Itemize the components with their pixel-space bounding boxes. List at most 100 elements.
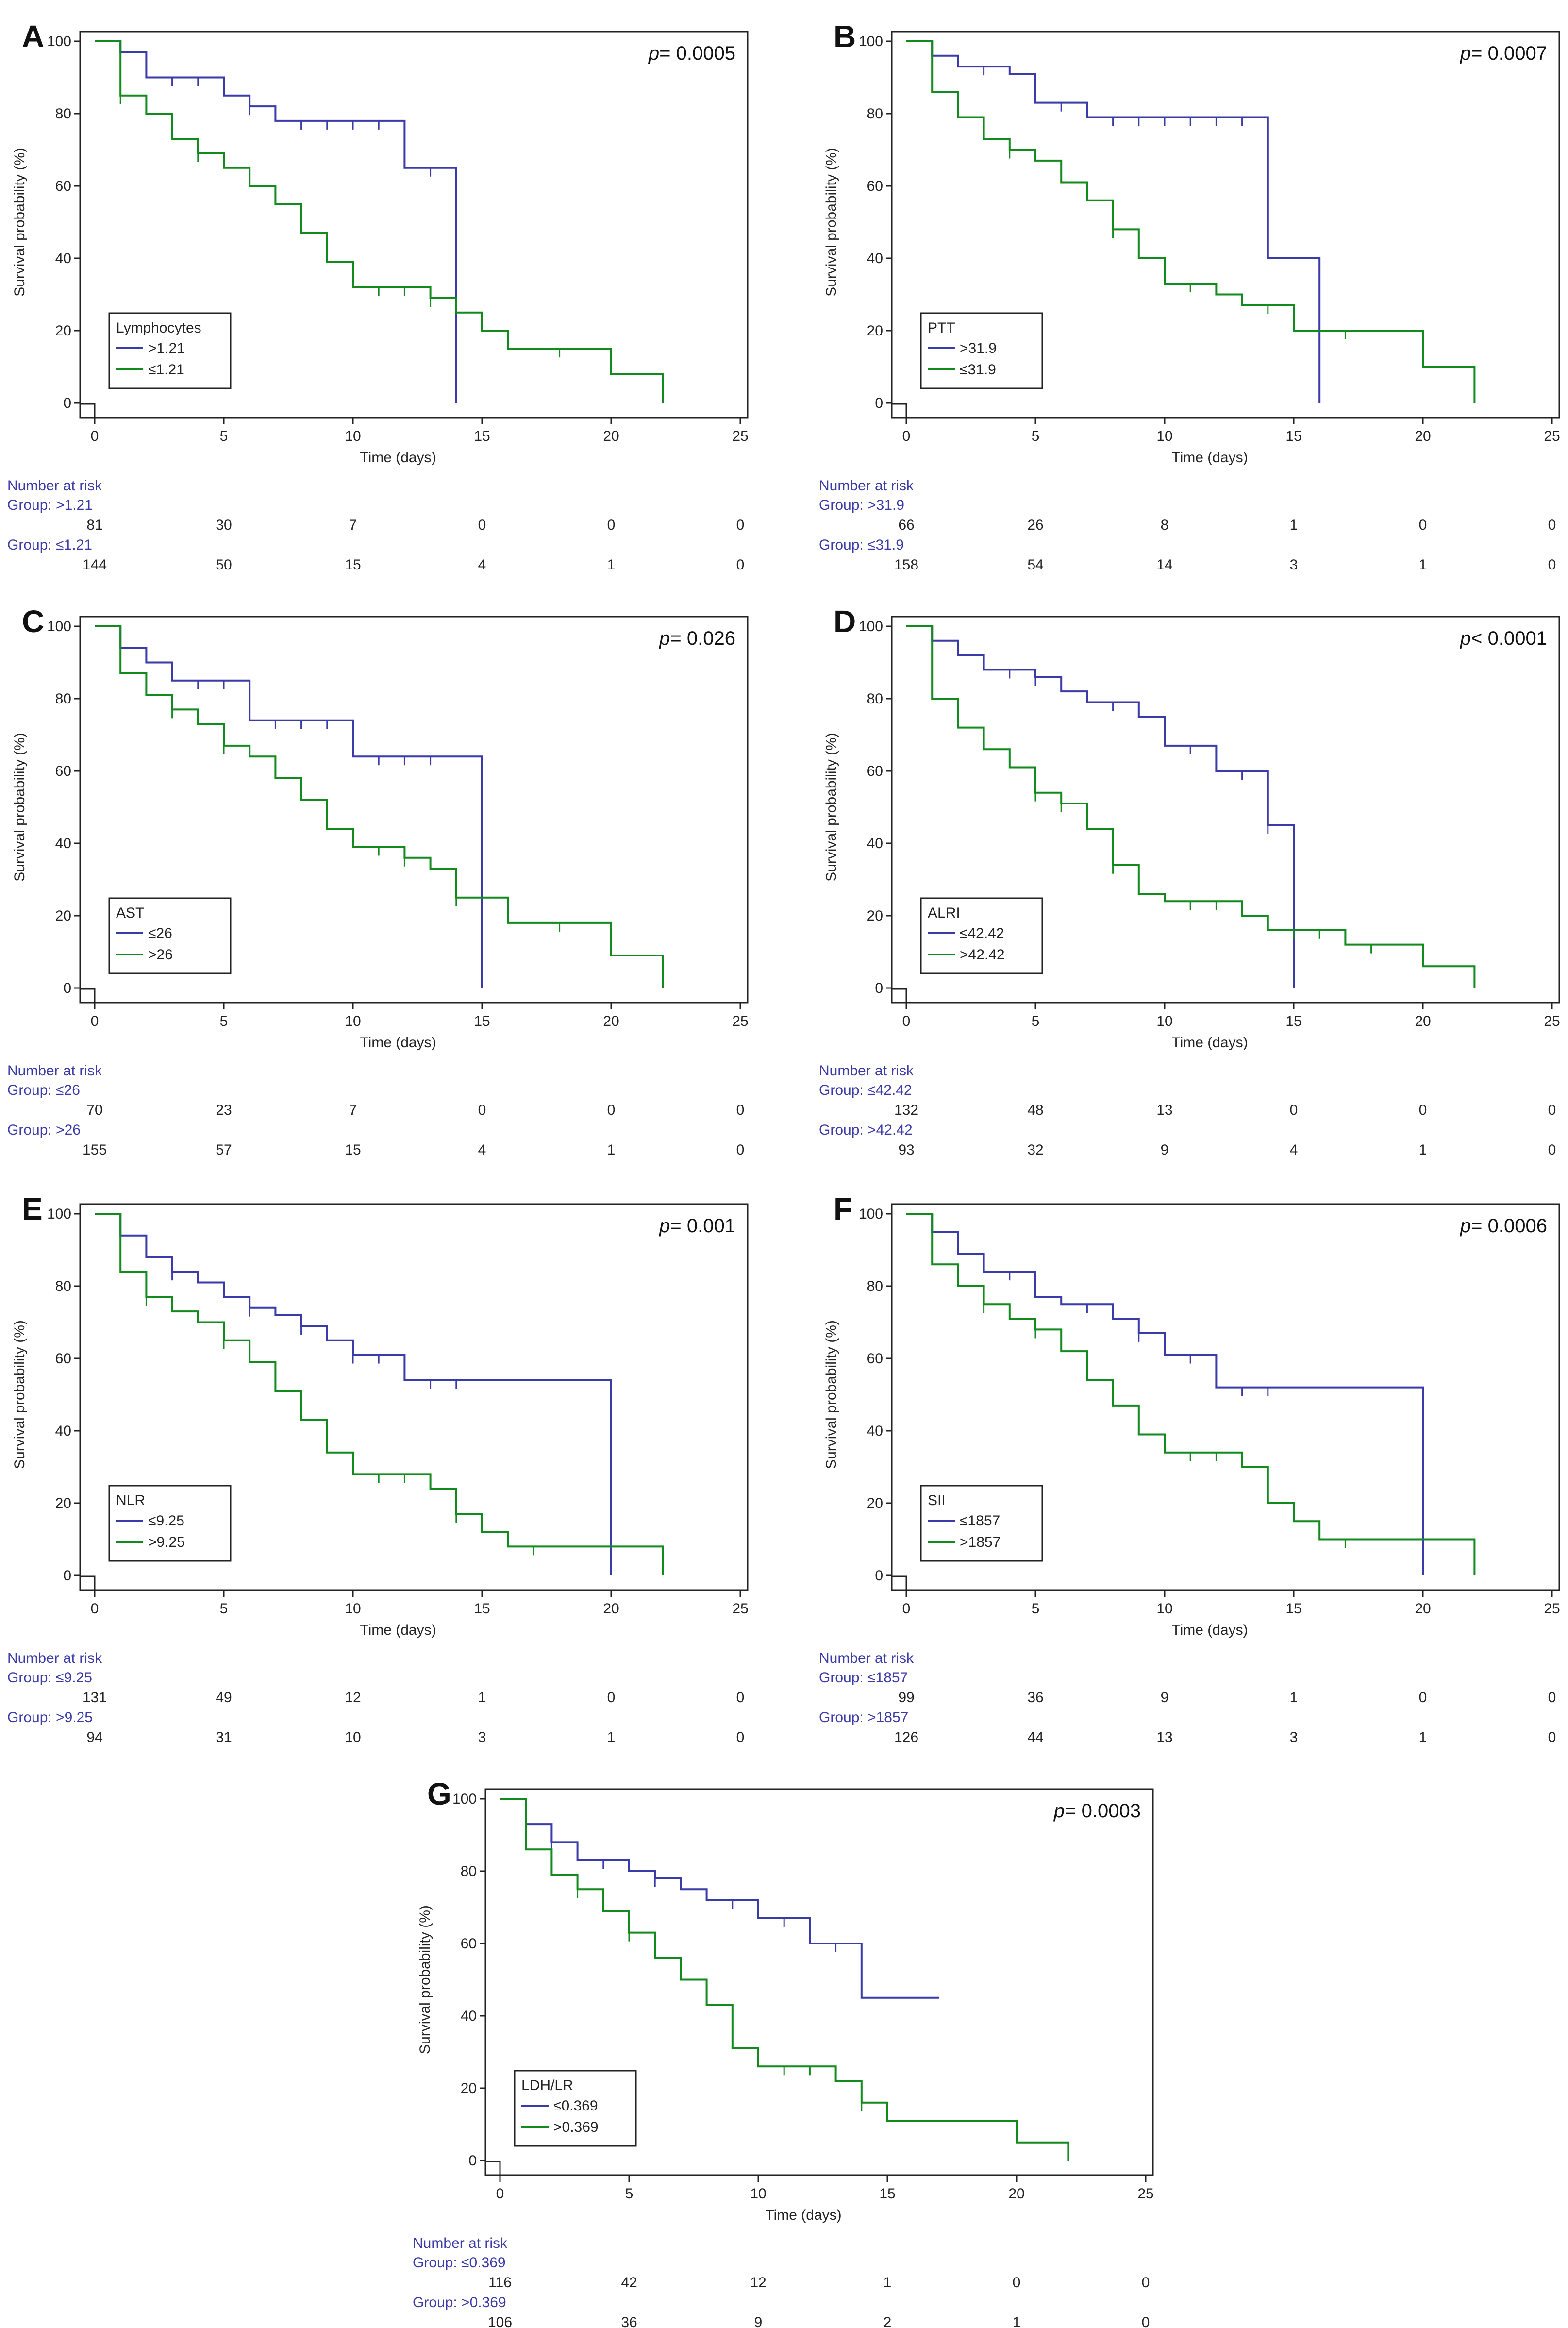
x-tick-label-e-10: 10 <box>345 1601 361 1617</box>
risk-group-label-f-2: Group: >1857 <box>819 1709 908 1725</box>
risk-count-g-2-0: 106 <box>488 2314 512 2328</box>
risk-group-label-a-1: Group: >1.21 <box>7 497 93 513</box>
risk-count-c-2-5: 0 <box>736 1142 745 1158</box>
legend-box-d <box>920 897 1043 974</box>
risk-count-a-1-1: 30 <box>216 517 232 533</box>
legend-box-g <box>514 2070 637 2147</box>
y-tick-label-d-40: 40 <box>867 836 883 852</box>
risk-count-f-1-3: 1 <box>1290 1690 1298 1706</box>
legend-label-g-1: ≤0.369 <box>553 2098 598 2114</box>
panel-letter-b: B <box>834 19 856 54</box>
risk-count-b-2-5: 0 <box>1548 557 1556 573</box>
x-tick-label-e-25: 25 <box>732 1601 748 1617</box>
y-tick-label-g-20: 20 <box>461 2080 477 2096</box>
y-tick-label-f-80: 80 <box>867 1278 883 1294</box>
legend-label-g-2: >0.369 <box>553 2119 599 2135</box>
p-value-d: p< 0.0001 <box>1460 628 1547 649</box>
risk-count-a-2-1: 50 <box>216 557 232 573</box>
risk-group-label-b-1: Group: >31.9 <box>819 497 904 513</box>
x-axis-title-f: Time (days) <box>1171 1622 1248 1638</box>
risk-count-c-2-0: 155 <box>83 1142 107 1158</box>
p-value-a: p= 0.0005 <box>648 43 735 64</box>
risk-count-a-1-3: 0 <box>478 517 486 533</box>
risk-count-a-2-2: 15 <box>345 557 361 573</box>
risk-count-f-2-1: 44 <box>1027 1729 1043 1745</box>
panel-letter-d: D <box>834 604 856 639</box>
risk-count-e-1-4: 0 <box>607 1690 616 1706</box>
x-tick-label-d-15: 15 <box>1285 1013 1301 1029</box>
y-axis-title-e: Survival probability (%) <box>12 1320 28 1469</box>
km-curve-a-1 <box>95 40 457 403</box>
risk-count-e-2-0: 94 <box>86 1729 102 1745</box>
risk-count-d-1-5: 0 <box>1548 1102 1556 1118</box>
legend-label-f-1: ≤1857 <box>960 1513 1000 1529</box>
km-curve-b-2 <box>906 40 1476 403</box>
legend-label-b-2: ≤31.9 <box>960 362 996 378</box>
p-symbol-a: p <box>648 43 659 64</box>
x-tick-label-b-20: 20 <box>1415 428 1431 444</box>
risk-title-g: Number at risk <box>413 2235 508 2251</box>
y-tick-label-b-0: 0 <box>875 395 883 411</box>
risk-count-b-1-2: 8 <box>1161 517 1169 533</box>
y-tick-label-a-100: 100 <box>47 33 71 50</box>
legend-label-e-2: >9.25 <box>148 1534 185 1550</box>
x-tick-label-g-20: 20 <box>1008 2186 1024 2202</box>
risk-count-b-2-0: 158 <box>894 557 918 573</box>
y-tick-label-e-80: 80 <box>55 1278 71 1294</box>
risk-count-g-2-1: 36 <box>621 2314 637 2328</box>
km-curve-f-2 <box>906 1213 1476 1575</box>
y-tick-label-b-80: 80 <box>867 106 883 122</box>
p-symbol-f: p <box>1460 1215 1471 1237</box>
x-tick-label-b-10: 10 <box>1156 428 1172 444</box>
y-tick-label-d-60: 60 <box>867 763 883 779</box>
legend-box-f <box>920 1485 1043 1562</box>
risk-title-f: Number at risk <box>819 1650 914 1666</box>
legend-title-f: SII <box>928 1492 946 1508</box>
y-tick-label-c-100: 100 <box>47 619 71 635</box>
plot-frame-c <box>79 616 749 1004</box>
p-value-text-e: = 0.001 <box>670 1215 735 1237</box>
risk-count-c-1-4: 0 <box>607 1102 616 1118</box>
x-tick-label-b-0: 0 <box>902 428 911 444</box>
legend-label-d-1: ≤42.42 <box>960 925 1004 941</box>
x-tick-label-c-10: 10 <box>345 1013 361 1029</box>
km-curve-d-1 <box>906 625 1295 988</box>
legend-title-g: LDH/LR <box>521 2077 573 2094</box>
risk-count-f-1-4: 0 <box>1419 1690 1427 1706</box>
legend-label-f-2: >1857 <box>960 1534 1001 1550</box>
x-tick-label-b-15: 15 <box>1285 428 1301 444</box>
x-tick-label-d-20: 20 <box>1415 1013 1431 1029</box>
risk-count-c-2-1: 57 <box>216 1142 232 1158</box>
y-tick-label-g-60: 60 <box>461 1936 477 1952</box>
y-tick-label-d-0: 0 <box>875 980 883 996</box>
x-tick-label-d-25: 25 <box>1544 1013 1560 1029</box>
p-symbol-c: p <box>659 628 670 649</box>
risk-count-a-2-0: 144 <box>83 557 107 573</box>
y-tick-label-b-40: 40 <box>867 251 883 267</box>
origin-mark-a <box>80 403 96 418</box>
risk-count-c-1-5: 0 <box>736 1102 745 1118</box>
risk-count-d-2-4: 1 <box>1419 1142 1427 1158</box>
x-axis-title-c: Time (days) <box>360 1035 436 1051</box>
y-tick-label-b-60: 60 <box>867 178 883 194</box>
risk-count-a-1-4: 0 <box>607 517 616 533</box>
p-value-text-a: = 0.0005 <box>659 43 735 64</box>
origin-mark-g <box>485 2161 501 2175</box>
x-axis-title-a: Time (days) <box>360 450 436 466</box>
y-tick-label-c-60: 60 <box>55 763 71 779</box>
risk-count-d-1-1: 48 <box>1027 1102 1043 1118</box>
risk-count-f-2-0: 126 <box>894 1729 918 1745</box>
km-curve-b-1 <box>906 40 1321 403</box>
risk-count-g-1-3: 1 <box>884 2275 892 2291</box>
y-axis-title-g: Survival probability (%) <box>417 1905 433 2054</box>
risk-count-d-2-3: 4 <box>1290 1142 1298 1158</box>
risk-count-d-2-5: 0 <box>1548 1142 1556 1158</box>
y-tick-label-f-20: 20 <box>867 1495 883 1511</box>
risk-title-b: Number at risk <box>819 478 914 494</box>
risk-count-d-2-2: 9 <box>1161 1142 1169 1158</box>
risk-count-f-2-3: 3 <box>1290 1729 1298 1745</box>
risk-title-c: Number at risk <box>7 1063 102 1079</box>
risk-count-c-2-2: 15 <box>345 1142 361 1158</box>
